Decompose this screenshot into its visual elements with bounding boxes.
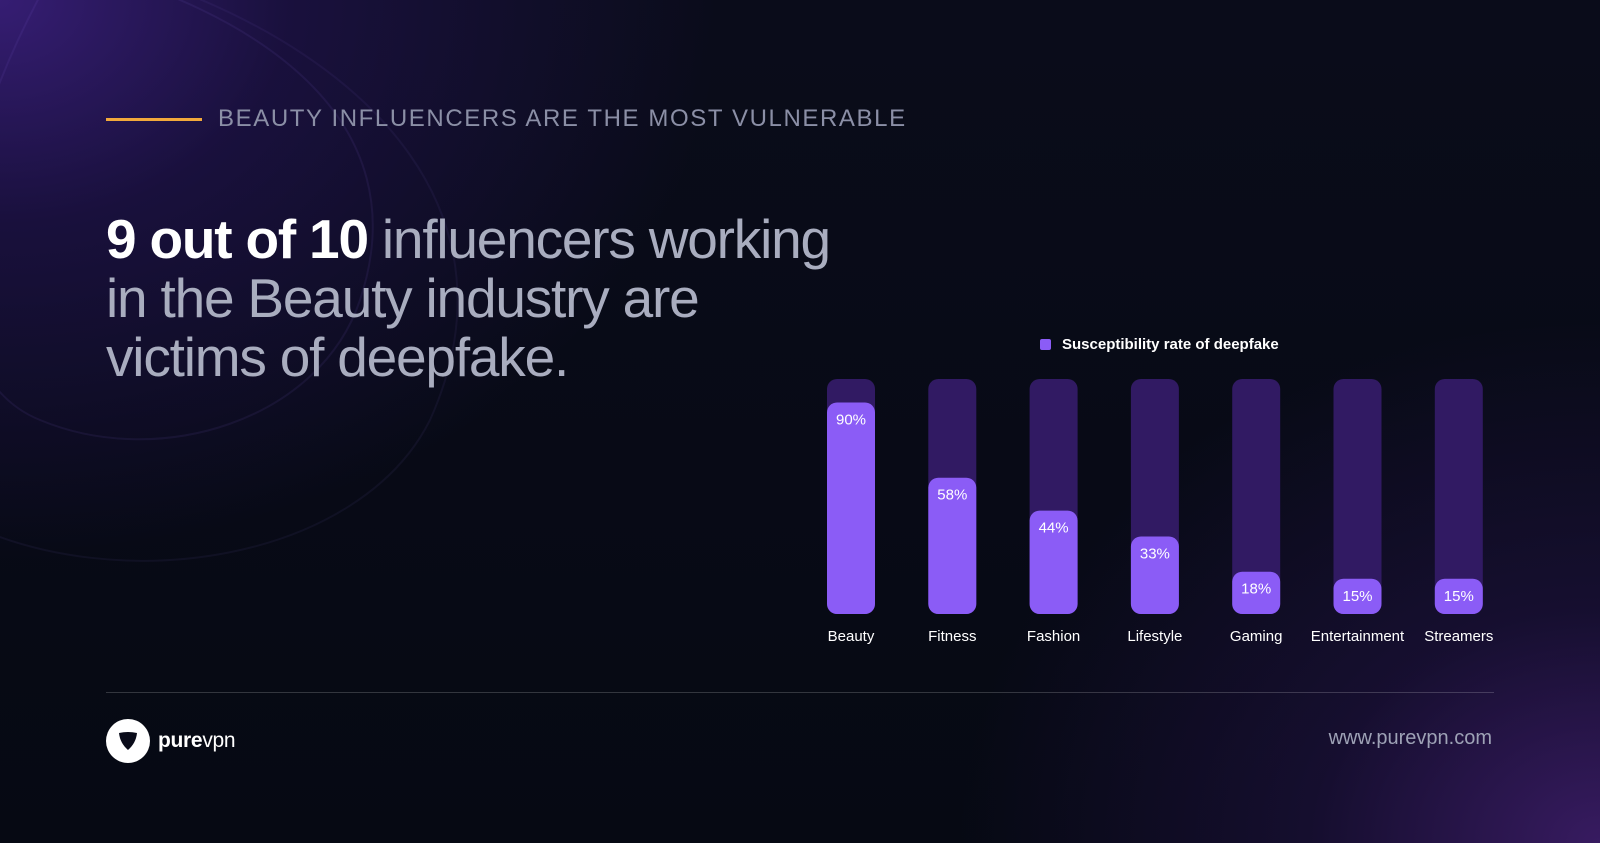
headline-rest: influencers working in the Beauty indust… [106,208,831,388]
brand-name-strong: pure [158,729,203,752]
headline-highlight: 9 out of 10 [106,208,369,270]
brand-name-light: vpn [202,729,236,752]
bar-group-fitness: 58% Fitness [928,379,976,645]
website-url[interactable]: www.purevpn.com [1328,727,1492,749]
bar-group-entertainment: 15% Entertainment [1311,379,1405,645]
bar-fashion [1029,510,1078,614]
bar-group-gaming: 18% Gaming [1230,379,1283,645]
data-label-streamers: 15% [1444,588,1474,605]
data-label-fitness: 58% [937,487,967,504]
category-label-entertainment: Entertainment [1311,628,1405,645]
bar-group-fashion: 44% Fashion [1027,379,1080,645]
footer-divider [106,692,1494,693]
legend-swatch [1040,338,1051,350]
eyebrow-accent-line [106,117,202,121]
bar-entertainment [1333,578,1382,614]
brand-logo: purevpn [106,719,236,763]
bar-streamers [1434,578,1483,614]
shield-icon-glyph [119,732,137,750]
bar-group-lifestyle: 33% Lifestyle [1127,379,1182,645]
category-label-fitness: Fitness [928,628,976,645]
bar-gaming [1232,571,1281,614]
bar-track-streamers [1434,379,1483,614]
bar-track-entertainment [1333,379,1382,614]
legend-label: Susceptibility rate of deepfake [1062,335,1279,353]
category-label-fashion: Fashion [1027,628,1080,645]
bar-lifestyle [1130,536,1179,614]
category-label-lifestyle: Lifestyle [1127,628,1182,645]
eyebrow-text: BEAUTY INFLUENCERS ARE THE MOST VULNERAB… [218,105,907,132]
bar-beauty [827,402,875,614]
headline: 9 out of 10 influencers working in the B… [106,210,866,387]
eyebrow: BEAUTY INFLUENCERS ARE THE MOST VULNERAB… [106,104,907,134]
bar-group-beauty: 90% Beauty [827,379,875,645]
data-label-lifestyle: 33% [1140,545,1170,562]
data-label-fashion: 44% [1039,520,1069,537]
category-label-gaming: Gaming [1230,628,1283,645]
shield-icon [106,719,150,763]
category-label-beauty: Beauty [828,628,875,645]
bar-fitness [928,477,977,614]
data-label-gaming: 18% [1241,581,1271,598]
brand-name: purevpn [158,729,236,753]
bar-track-gaming [1232,379,1281,614]
data-label-entertainment: 15% [1342,588,1372,605]
data-label-beauty: 90% [836,412,866,429]
category-label-streamers: Streamers [1424,628,1493,645]
bar-group-streamers: 15% Streamers [1424,379,1493,645]
chart-legend: Susceptibility rate of deepfake [1040,334,1279,354]
